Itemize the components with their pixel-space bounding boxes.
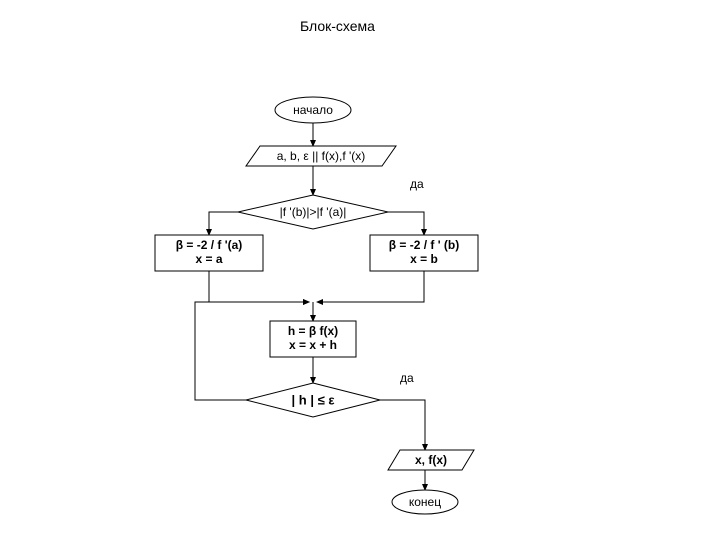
edge-2 <box>209 212 238 235</box>
edge-label: да <box>410 177 424 191</box>
edge-label: да <box>400 371 414 385</box>
node-end: конец <box>392 490 458 514</box>
edge-4 <box>209 271 309 302</box>
svg-text:x = x + h: x = x + h <box>289 338 337 352</box>
node-output: x, f(x) <box>388 450 474 470</box>
svg-text:h = β f(x): h = β f(x) <box>288 324 338 338</box>
edge-5 <box>317 271 424 302</box>
node-cond2: | h | ≤ ε <box>246 383 380 417</box>
svg-text:β = -2 / f ' (b): β = -2 / f ' (b) <box>389 238 460 252</box>
svg-text:|f '(b)|>|f '(a)|: |f '(b)|>|f '(a)| <box>280 205 347 219</box>
svg-text:| h | ≤ ε: | h | ≤ ε <box>292 392 335 407</box>
flowchart-canvas: начало a, b, ε || f(x),f '(x) |f '(b)|>|f … <box>0 0 720 540</box>
svg-text:x = a: x = a <box>195 252 222 266</box>
node-start: начало <box>275 97 351 123</box>
svg-text:β = -2 / f '(a): β = -2 / f '(a) <box>176 238 243 252</box>
svg-text:конец: конец <box>409 495 441 509</box>
node-left: β = -2 / f '(a)x = a <box>155 235 263 271</box>
node-right: β = -2 / f ' (b)x = b <box>370 235 478 271</box>
node-cond1: |f '(b)|>|f '(a)| <box>238 195 388 229</box>
node-update: h = β f(x)x = x + h <box>270 321 356 357</box>
svg-text:a, b, ε || f(x),f '(x): a, b, ε || f(x),f '(x) <box>277 149 366 163</box>
diagram-title: Блок-схема <box>300 18 375 34</box>
svg-text:x = b: x = b <box>410 252 438 266</box>
node-input: a, b, ε || f(x),f '(x) <box>246 146 396 166</box>
svg-text:x, f(x): x, f(x) <box>415 453 447 467</box>
edge-9 <box>380 400 425 450</box>
svg-text:начало: начало <box>293 103 333 117</box>
edge-3 <box>388 212 424 235</box>
